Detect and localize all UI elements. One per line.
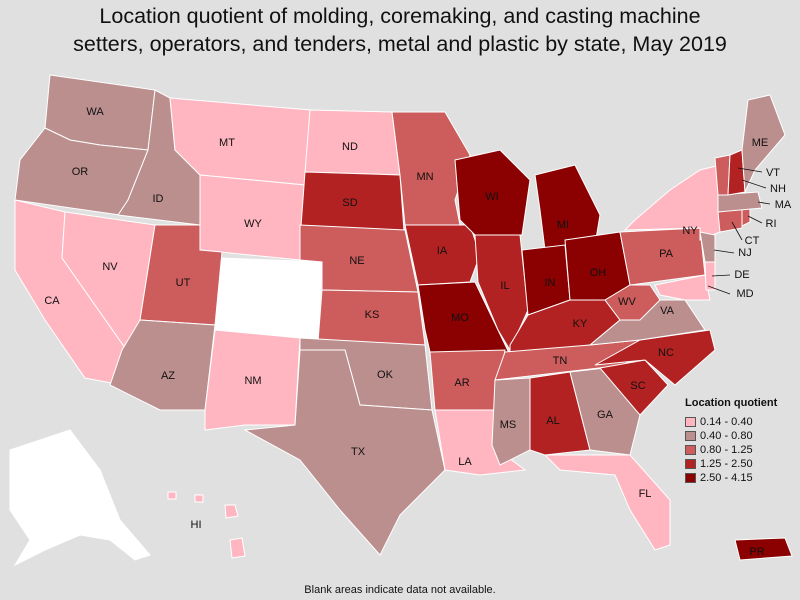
legend-label: 0.80 - 1.25 [700, 444, 753, 456]
label-nh: NH [770, 183, 786, 195]
label-sc: SC [630, 380, 645, 392]
label-wy: WY [244, 218, 262, 230]
label-ny: NY [682, 225, 698, 237]
label-al: AL [546, 415, 559, 427]
state-md[interactable] [654, 274, 711, 301]
label-tx: TX [351, 446, 366, 458]
legend-label: 2.50 - 4.15 [700, 472, 753, 484]
state-ma[interactable] [717, 191, 763, 213]
label-nj: NJ [738, 247, 751, 259]
state-ms[interactable] [491, 377, 531, 466]
label-va: VA [660, 305, 675, 317]
label-or: OR [72, 166, 89, 178]
legend-swatch [685, 431, 696, 441]
footnote: Blank areas indicate data not available. [304, 584, 496, 596]
label-ut: UT [176, 277, 191, 289]
legend-swatch [685, 445, 696, 455]
state-sc[interactable] [599, 359, 669, 416]
legend-item: 1.25 - 2.50 [685, 457, 797, 471]
legend-swatch [685, 473, 696, 483]
label-sd: SD [342, 197, 357, 209]
state-vt[interactable] [714, 154, 731, 196]
leader-lines [707, 167, 771, 295]
state-wi[interactable] [454, 149, 531, 236]
label-la: LA [458, 456, 472, 468]
label-ri: RI [766, 218, 777, 230]
label-ne: NE [349, 255, 364, 267]
label-mn: MN [416, 171, 433, 183]
label-tn: TN [553, 355, 568, 367]
legend-item: 2.50 - 4.15 [685, 471, 797, 485]
label-wv: WV [618, 296, 636, 308]
legend-item: 0.40 - 0.80 [685, 429, 797, 443]
state-ia[interactable] [404, 224, 481, 286]
label-vt: VT [766, 167, 780, 179]
legend-title: Location quotient [685, 397, 778, 409]
label-nc: NC [658, 347, 674, 359]
label-in: IN [545, 277, 556, 289]
label-me: ME [752, 137, 769, 149]
label-hi: HI [191, 519, 202, 531]
label-nd: ND [342, 141, 358, 153]
state-oh[interactable] [564, 231, 631, 301]
legend-label: 0.40 - 0.80 [700, 430, 753, 442]
label-ok: OK [377, 369, 394, 381]
state-az[interactable] [109, 319, 216, 411]
state-mn[interactable] [391, 111, 471, 226]
title-line-2: setters, operators, and tenders, metal a… [73, 32, 727, 56]
map-title: Location quotient of molding, coremaking… [0, 2, 800, 58]
state-ri[interactable] [741, 207, 751, 227]
state-hi[interactable] [167, 491, 246, 559]
state-me[interactable] [741, 94, 786, 193]
label-mi: MI [557, 219, 569, 231]
state-nj[interactable] [699, 231, 716, 263]
state-co[interactable] [214, 257, 323, 341]
territory-pr[interactable] [734, 537, 793, 561]
state-ak[interactable] [9, 429, 151, 567]
label-ma: MA [775, 199, 792, 211]
legend-swatch [685, 417, 696, 427]
legend: Location quotient 0.14 - 0.40 0.40 - 0.8… [685, 397, 797, 485]
legend-label: 1.25 - 2.50 [700, 458, 753, 470]
label-ga: GA [597, 409, 614, 421]
label-wa: WA [86, 106, 104, 118]
label-oh: OH [590, 267, 607, 279]
label-ky: KY [573, 318, 588, 330]
label-ms: MS [500, 419, 517, 431]
label-ca: CA [44, 295, 60, 307]
label-ia: IA [437, 245, 448, 257]
label-ar: AR [454, 377, 469, 389]
legend-label: 0.14 - 0.40 [700, 416, 753, 428]
label-de: DE [734, 269, 749, 281]
label-pa: PA [659, 248, 674, 260]
title-line-1: Location quotient of molding, coremaking… [99, 4, 701, 28]
state-fl[interactable] [543, 454, 671, 551]
legend-item: 0.14 - 0.40 [685, 415, 797, 429]
legend-swatch [685, 459, 696, 469]
label-wi: WI [485, 191, 498, 203]
legend-item: 0.80 - 1.25 [685, 443, 797, 457]
label-md: MD [736, 288, 753, 300]
label-nm: NM [244, 375, 261, 387]
state-tx[interactable] [243, 349, 446, 556]
label-az: AZ [161, 370, 175, 382]
label-ks: KS [365, 309, 380, 321]
label-mo: MO [451, 312, 469, 324]
label-fl: FL [639, 488, 652, 500]
label-nv: NV [102, 261, 118, 273]
label-ct: CT [745, 235, 760, 247]
label-il: IL [500, 280, 509, 292]
label-pr: PR [749, 546, 764, 558]
label-id: ID [153, 193, 164, 205]
state-ga[interactable] [569, 367, 641, 456]
label-mt: MT [219, 137, 235, 149]
state-ny[interactable] [623, 164, 726, 241]
